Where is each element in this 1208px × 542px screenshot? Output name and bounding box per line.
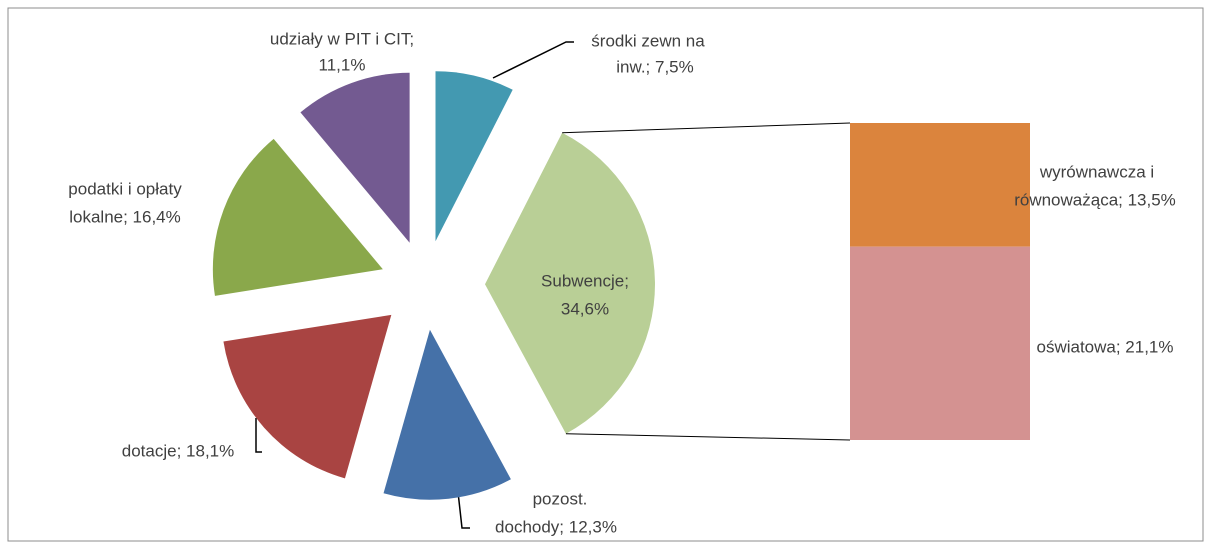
connector-line: [565, 433, 851, 441]
data-label: podatki i opłaty: [68, 179, 182, 198]
connector-line: [562, 122, 851, 134]
pie-slice: [484, 132, 655, 434]
pie-slice: [223, 314, 392, 479]
data-label: inw.; 7,5%: [616, 57, 694, 76]
pie-slice: [212, 138, 383, 296]
pie-slice: [300, 72, 410, 243]
data-label: 34,6%: [561, 299, 609, 318]
data-label: 11,1%: [319, 55, 366, 74]
data-label: środki zewn na: [591, 31, 705, 50]
data-label: lokalne; 16,4%: [69, 207, 181, 226]
data-label: Subwencje;: [541, 271, 629, 290]
data-label: równoważąca; 13,5%: [1014, 190, 1176, 209]
pie-slice: [435, 71, 513, 242]
data-label: pozost.: [533, 489, 588, 508]
pie-slice: [383, 329, 511, 500]
leader-line: [492, 41, 574, 79]
leader-line: [457, 491, 470, 529]
data-label: dotacje; 18,1%: [122, 441, 234, 460]
data-label: oświatowa; 21,1%: [1036, 337, 1173, 356]
data-label: udziały w PIT i CIT;: [270, 29, 414, 48]
bar-segment: [850, 246, 1030, 440]
data-label: wyrównawcza i: [1039, 162, 1154, 181]
bar-segment: [850, 123, 1030, 247]
leader-line: [255, 418, 262, 453]
data-label: dochody; 12,3%: [495, 517, 617, 536]
